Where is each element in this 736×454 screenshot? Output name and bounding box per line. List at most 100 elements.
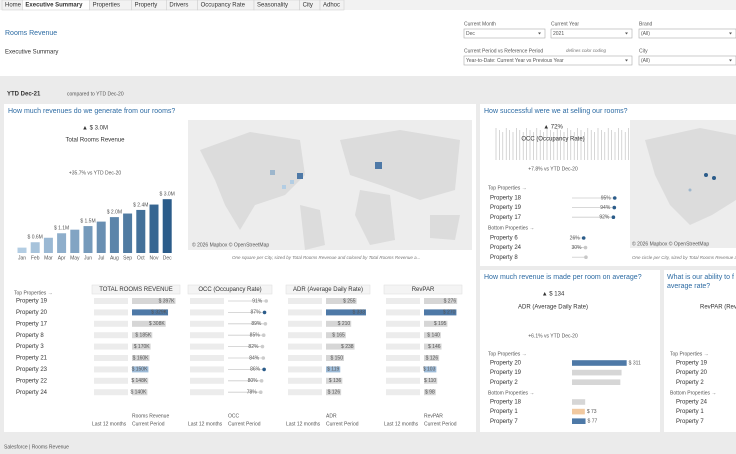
value-label: $ 103	[423, 367, 436, 373]
bar	[132, 343, 151, 350]
list-heading: Bottom Properties →	[670, 390, 716, 396]
sparkline	[94, 377, 128, 384]
dropdown-value[interactable]: (All)	[641, 58, 650, 64]
value-label: $ 136	[329, 378, 342, 384]
value-label: $ 185K	[135, 333, 152, 339]
bar	[132, 389, 148, 396]
row-label: Property 18	[490, 196, 522, 202]
dropdown[interactable]	[638, 28, 736, 39]
value-label: $ 0.6M	[28, 235, 43, 241]
occ-dot	[612, 205, 617, 210]
kpi-label: Total Rooms Revenue	[65, 138, 125, 144]
bar	[326, 343, 355, 350]
row-label: Property 20	[676, 370, 708, 376]
occ-dot	[261, 333, 266, 338]
value-label: $ 73	[587, 409, 597, 415]
row-label: Property 22	[16, 378, 48, 384]
tab-label[interactable]: Property	[135, 3, 158, 9]
sparkline	[94, 309, 128, 316]
tab-label[interactable]: Drivers	[169, 3, 188, 9]
dropdown-arrow	[625, 32, 628, 35]
row-label: Property 8	[490, 255, 518, 261]
tab-label[interactable]: Executive Summary	[25, 3, 83, 9]
dropdown[interactable]	[463, 55, 633, 66]
list-heading: Top Properties →	[488, 185, 527, 191]
dropdown-value[interactable]: 2021	[553, 31, 564, 37]
dropdown[interactable]	[463, 28, 546, 39]
tab-label[interactable]: Seasonality	[257, 3, 288, 9]
bar	[70, 229, 80, 253]
row-label: Property 19	[676, 361, 708, 367]
value-label: $ 77	[588, 419, 598, 425]
tab-label[interactable]: Adhoc	[323, 3, 340, 9]
map-credit: © 2026 Mapbox © OpenStreetMap	[632, 240, 709, 247]
column-header	[91, 284, 181, 295]
map-credit: © 2026 Mapbox © OpenStreetMap	[192, 241, 269, 248]
tab-label[interactable]: City	[303, 3, 313, 9]
column-footer: RevPAR	[424, 413, 443, 419]
occ-dot	[262, 367, 266, 372]
tab-bar	[0, 0, 736, 10]
tab-label[interactable]: Properties	[93, 3, 120, 9]
dropdown-value[interactable]: (All)	[641, 31, 650, 37]
column-header	[383, 284, 463, 295]
value-label: $ 146	[428, 344, 441, 350]
value-label: $ 2.0M	[107, 209, 122, 215]
occ-dot	[264, 299, 269, 303]
dropdown-value[interactable]: Dec	[466, 31, 475, 37]
list-heading: Top Properties →	[670, 351, 709, 357]
bar	[149, 204, 159, 253]
bar	[123, 213, 133, 253]
value-label: 86%	[250, 367, 261, 373]
bar	[424, 366, 437, 373]
bar	[572, 399, 586, 405]
dropdown-arrow	[538, 32, 541, 35]
occ-dot	[260, 344, 265, 349]
value-label: 78%	[247, 390, 258, 396]
value-label: 26%	[570, 235, 581, 241]
tab-label[interactable]: Home	[5, 3, 22, 9]
bar	[132, 355, 150, 361]
kpi-change: +35.7% vs YTD Dec-20	[69, 170, 122, 176]
dropdown[interactable]	[638, 55, 736, 66]
bar	[424, 298, 458, 304]
sparkline	[190, 332, 224, 339]
row-label: Property 24	[490, 245, 522, 251]
dropdown[interactable]	[550, 28, 633, 39]
bar	[326, 309, 366, 316]
bar	[326, 355, 344, 361]
value-label: 94%	[600, 205, 611, 211]
bar	[424, 343, 442, 350]
row-label: Property 20	[490, 361, 522, 367]
value-label: $ 1.1M	[54, 226, 69, 232]
filter-label: Current Month	[464, 21, 496, 27]
tab[interactable]	[319, 0, 345, 11]
sparkline	[94, 320, 128, 327]
sparkline	[190, 343, 224, 350]
list-heading: Top Properties →	[488, 351, 527, 357]
kpi: ▲ 72%	[543, 125, 563, 131]
column-header	[285, 284, 371, 295]
value-label: 89%	[251, 321, 262, 327]
sparkline	[386, 343, 420, 350]
value-label: $ 195	[434, 321, 447, 327]
bar	[162, 199, 172, 253]
dropdown-value[interactable]: Year-to-Date: Current Year vs Previous Y…	[466, 58, 564, 64]
bar	[424, 309, 457, 316]
sparkline	[386, 389, 420, 396]
tab-label[interactable]: Occupancy Rate	[201, 3, 246, 9]
question: average rate?	[667, 283, 710, 290]
value-label: $ 150	[330, 355, 343, 361]
value-label: 82%	[248, 344, 259, 350]
row-label: Property 2	[676, 380, 704, 386]
row-label: Property 7	[490, 419, 518, 425]
current-label: Current Period	[326, 421, 359, 427]
bar	[96, 221, 106, 253]
sparkline	[288, 389, 322, 396]
occ-dot	[612, 196, 617, 200]
sparkline	[94, 366, 128, 373]
column-footer: Rooms Revenue	[132, 413, 169, 419]
sparkline	[386, 309, 420, 316]
value-label: 87%	[251, 310, 262, 316]
